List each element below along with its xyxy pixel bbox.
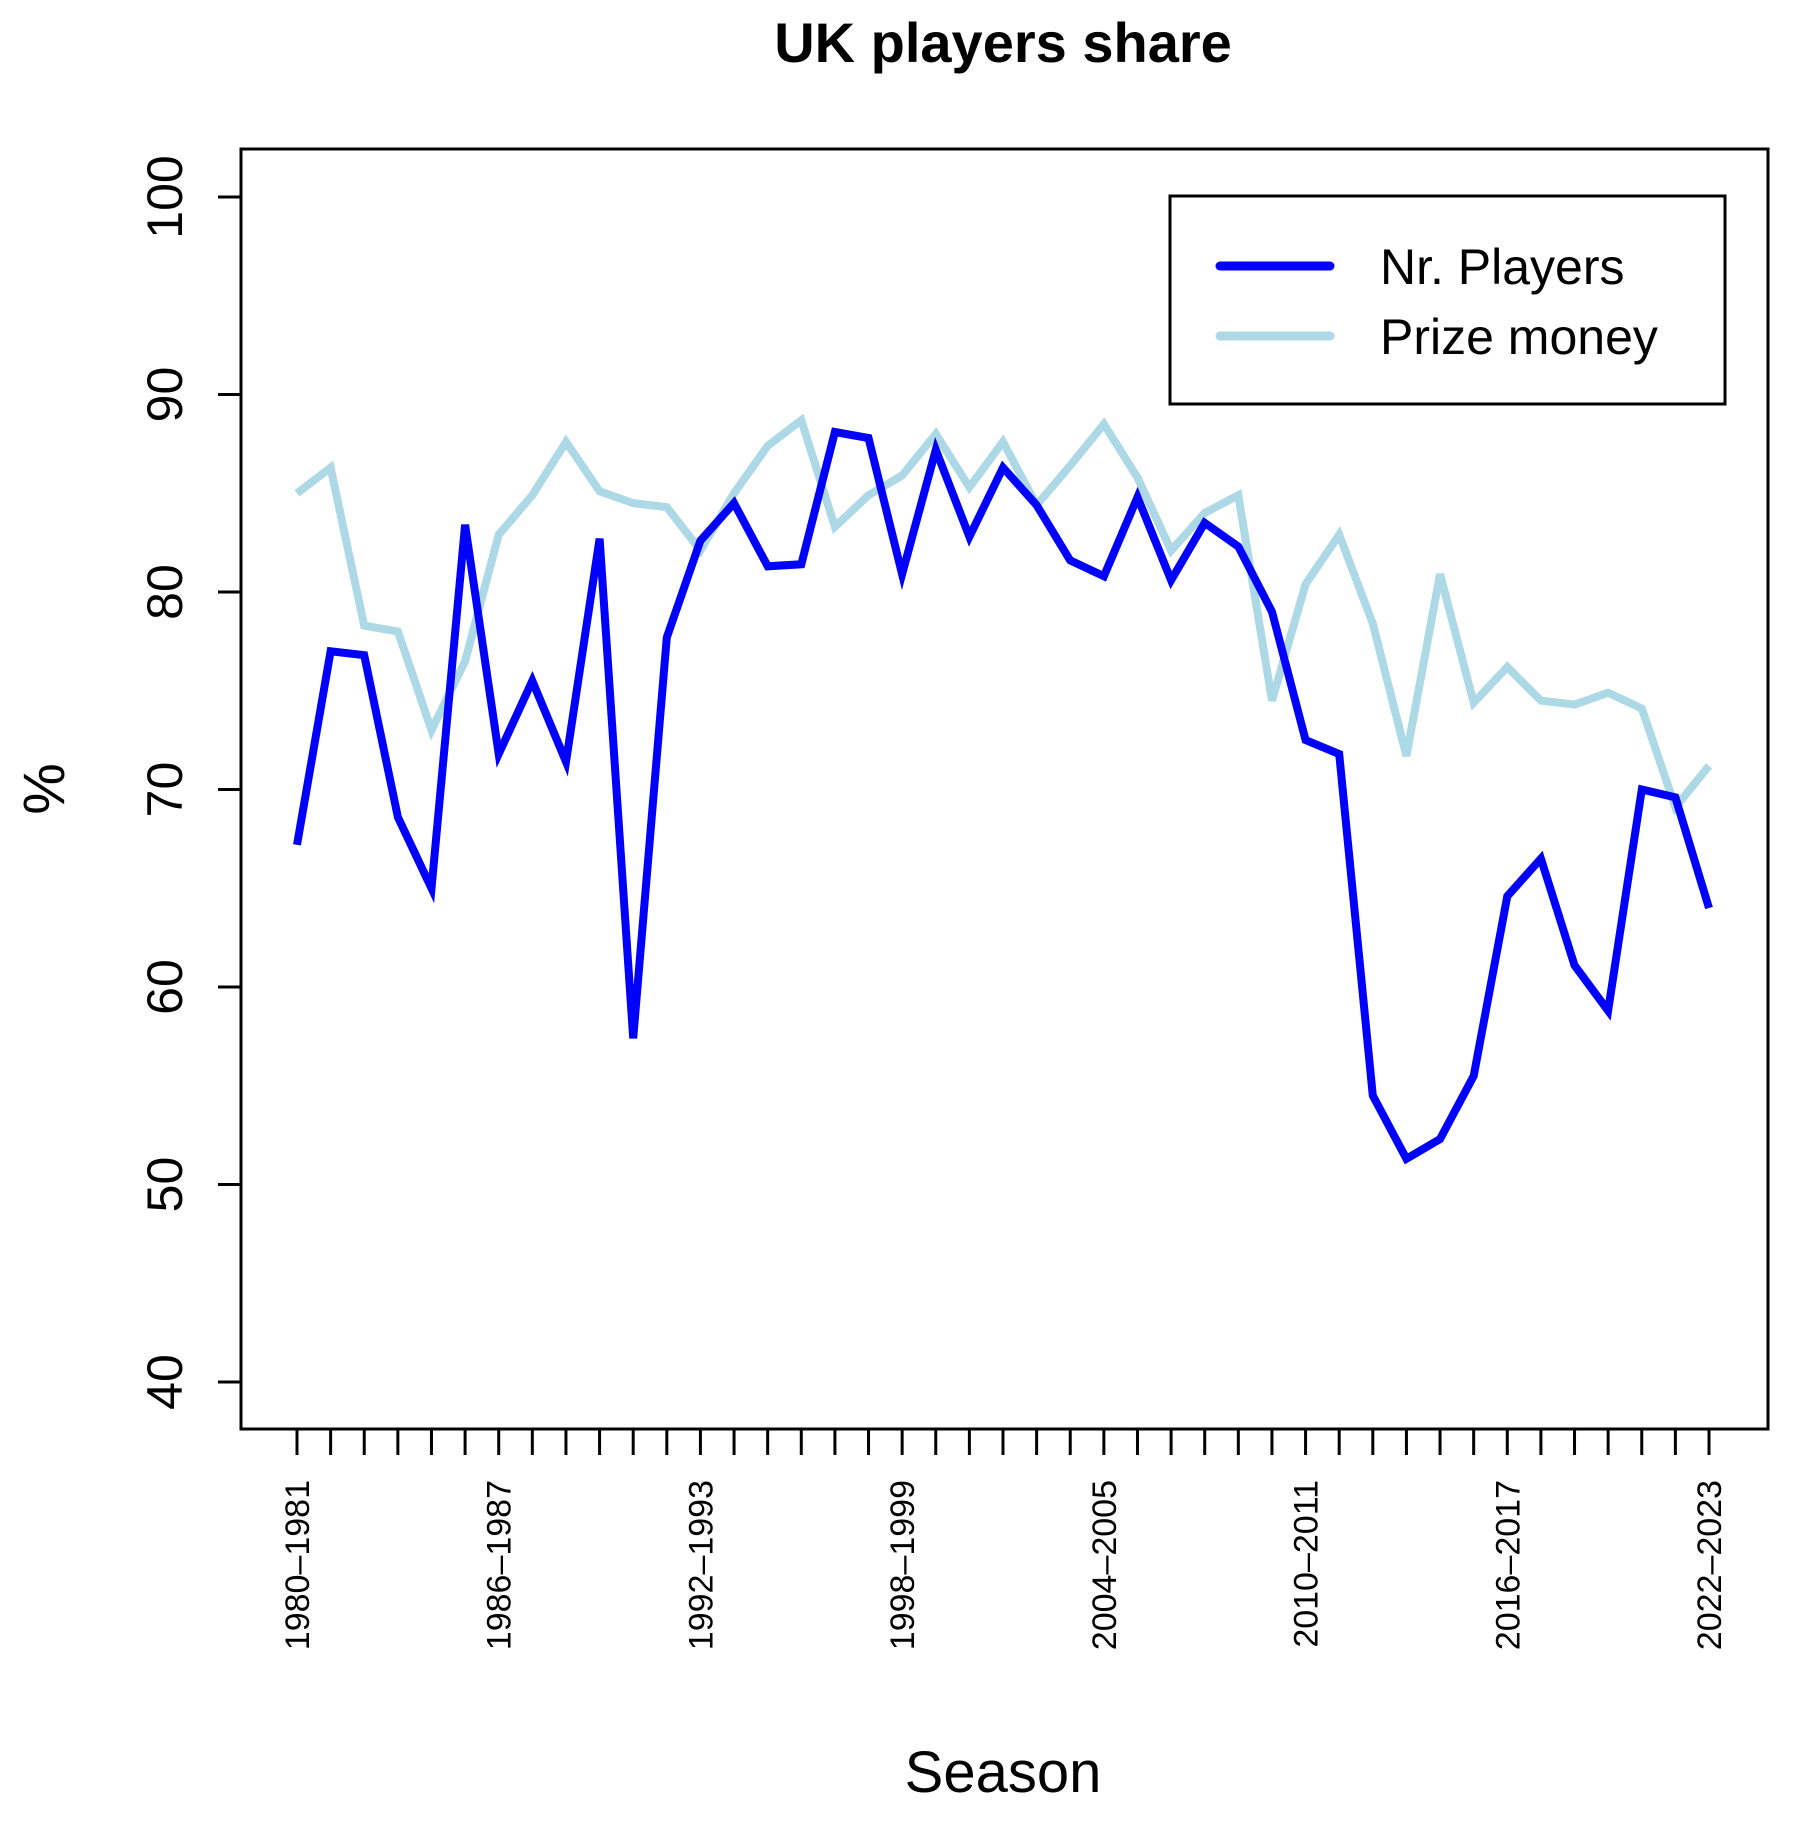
y-tick-label: 60 [137, 959, 193, 1015]
legend: Nr. Players Prize money [1168, 194, 1727, 406]
y-tick-label: 80 [137, 564, 193, 620]
legend-label-nr-players: Nr. Players [1380, 239, 1625, 295]
y-tick-label: 40 [137, 1354, 193, 1410]
x-tick-label: 1998–1999 [884, 1480, 922, 1650]
legend-label-prize-money: Prize money [1380, 309, 1658, 365]
series-line-prize-money [294, 413, 1713, 816]
x-tick-label: 2004–2005 [1086, 1480, 1124, 1650]
series-line-nr-players [293, 427, 1713, 1165]
y-tick-label: 90 [137, 367, 193, 423]
x-tick-label: 2022–2023 [1691, 1480, 1729, 1650]
x-tick-label: 2016–2017 [1489, 1480, 1527, 1650]
legend-box [1168, 194, 1727, 406]
x-axis-title: Season [905, 1740, 1102, 1805]
y-axis: 40 50 60 70 80 90 100 [137, 155, 243, 1410]
y-tick-label: 50 [137, 1157, 193, 1213]
y-axis-title: % [12, 763, 77, 815]
x-tick-label: 2010–2011 [1288, 1480, 1326, 1648]
y-tick-label: 70 [137, 762, 193, 818]
x-tick-label: 1980–1981 [279, 1480, 317, 1650]
chart-title: UK players share [774, 11, 1232, 74]
y-tick-label: 100 [137, 155, 193, 238]
x-tick-label: 1986–1987 [481, 1480, 519, 1650]
x-tick-label: 1992–1993 [682, 1480, 720, 1650]
series-layer [293, 413, 1713, 1165]
x-axis: 1980–1981 1986–1987 1992–1993 1998–1999 2004… [279, 1427, 1729, 1650]
